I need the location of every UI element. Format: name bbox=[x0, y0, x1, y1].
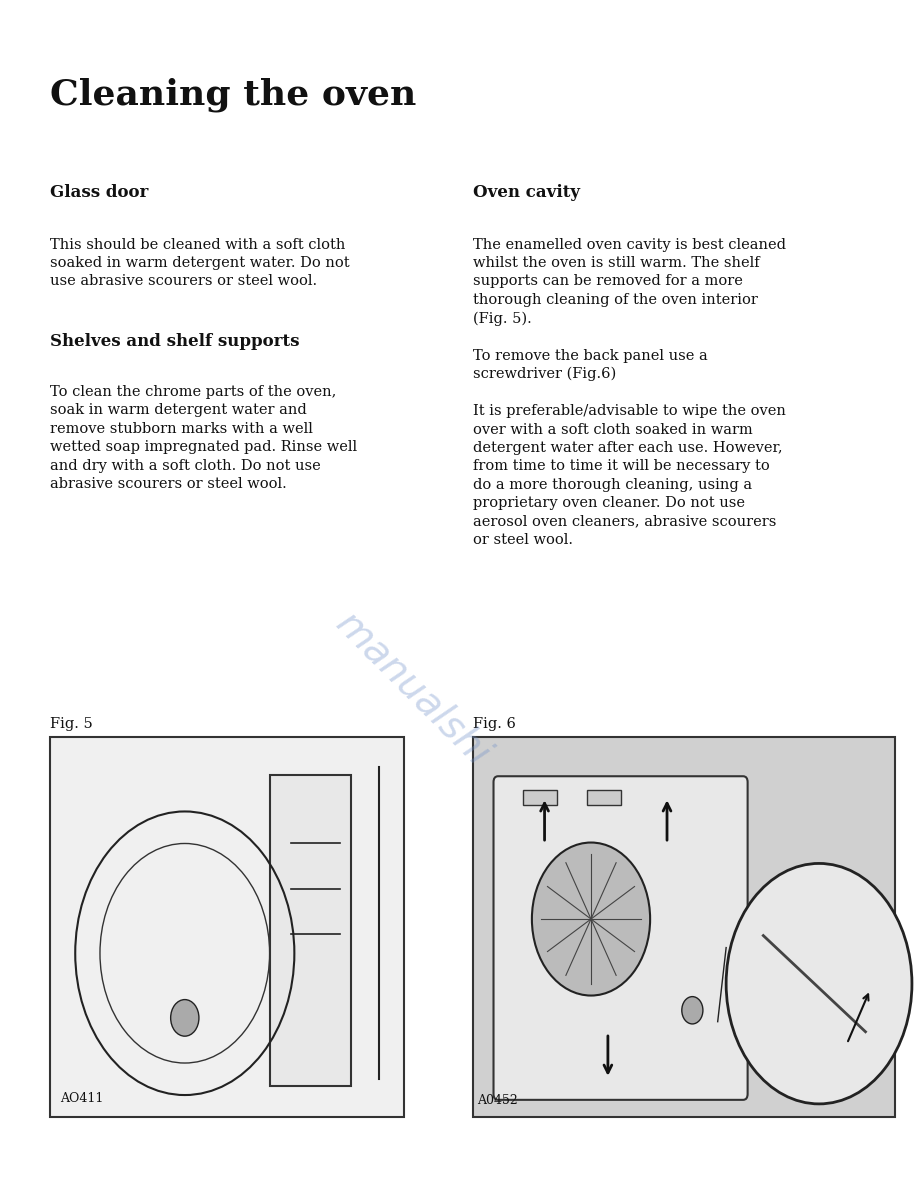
Text: Oven cavity: Oven cavity bbox=[473, 184, 580, 201]
FancyBboxPatch shape bbox=[270, 775, 351, 1086]
Circle shape bbox=[532, 842, 650, 996]
Text: Fig. 6: Fig. 6 bbox=[473, 716, 516, 731]
Text: A0452: A0452 bbox=[477, 1094, 518, 1107]
Text: AO411: AO411 bbox=[60, 1092, 103, 1105]
FancyBboxPatch shape bbox=[494, 776, 747, 1100]
Text: The enamelled oven cavity is best cleaned
whilst the oven is still warm. The she: The enamelled oven cavity is best cleane… bbox=[473, 238, 786, 548]
Text: To clean the chrome parts of the oven,
soak in warm detergent water and
remove s: To clean the chrome parts of the oven, s… bbox=[50, 385, 358, 491]
FancyBboxPatch shape bbox=[523, 790, 557, 805]
Circle shape bbox=[682, 997, 703, 1024]
Text: Fig. 5: Fig. 5 bbox=[50, 716, 94, 731]
Text: manualshi: manualshi bbox=[329, 605, 498, 773]
Text: Cleaning the oven: Cleaning the oven bbox=[50, 77, 417, 112]
Text: Shelves and shelf supports: Shelves and shelf supports bbox=[50, 333, 300, 349]
FancyBboxPatch shape bbox=[587, 790, 621, 805]
Circle shape bbox=[171, 999, 199, 1036]
Circle shape bbox=[726, 864, 912, 1104]
FancyBboxPatch shape bbox=[473, 737, 895, 1117]
Text: Glass door: Glass door bbox=[50, 184, 149, 201]
FancyBboxPatch shape bbox=[50, 737, 404, 1117]
Text: This should be cleaned with a soft cloth
soaked in warm detergent water. Do not
: This should be cleaned with a soft cloth… bbox=[50, 238, 350, 289]
